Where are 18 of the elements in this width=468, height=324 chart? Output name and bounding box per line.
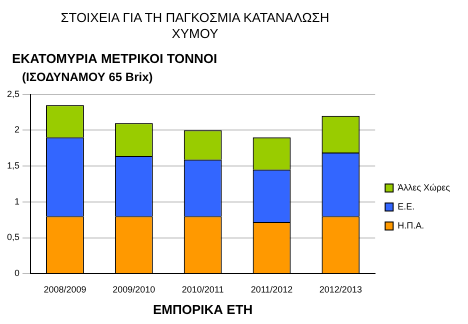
legend-label: Άλλες Χώρες — [398, 182, 451, 192]
legend-label: Ε.Ε. — [398, 201, 415, 212]
x-tick-label: 2012/2013 — [319, 284, 362, 294]
x-tick-label: 2010/2011 — [182, 284, 224, 294]
chart-title: ΣΤΟΙΧΕΙΑ ΓΙΑ ΤΗ ΠΑΓΚΟΣΜΙΑ ΚΑΤΑΝΑΛΩΣΗ ΧΥΜΟΥ — [60, 10, 330, 42]
y-tick-label: 2,5 — [6, 88, 20, 99]
y-tick-label: 1 — [14, 196, 20, 206]
x-tick-label: 2008/2009 — [44, 284, 86, 294]
x-tick-label: 2011/2012 — [250, 284, 293, 294]
y-tick-label: 2 — [14, 124, 20, 135]
y-tick-label: 0,5 — [6, 232, 20, 242]
chart-subtitle: (ΙΣΟΔΥΝΑΜΟΥ 65 Brix) — [22, 70, 153, 84]
y-tick-label: 1,5 — [6, 160, 20, 171]
x-tick-label: 2009/2010 — [112, 284, 156, 294]
legend-label: Η.Π.Α. — [398, 220, 424, 230]
y-axis-title: ΕΚΑΤΟΜΥΡΙΑ ΜΕΤΡΙΚΟΙ ΤΟΝΝΟΙ — [12, 51, 218, 66]
y-tick-label: 0 — [14, 268, 20, 278]
x-axis-title: ΕΜΠΟΡΙΚΑ ΕΤΗ — [152, 302, 253, 317]
